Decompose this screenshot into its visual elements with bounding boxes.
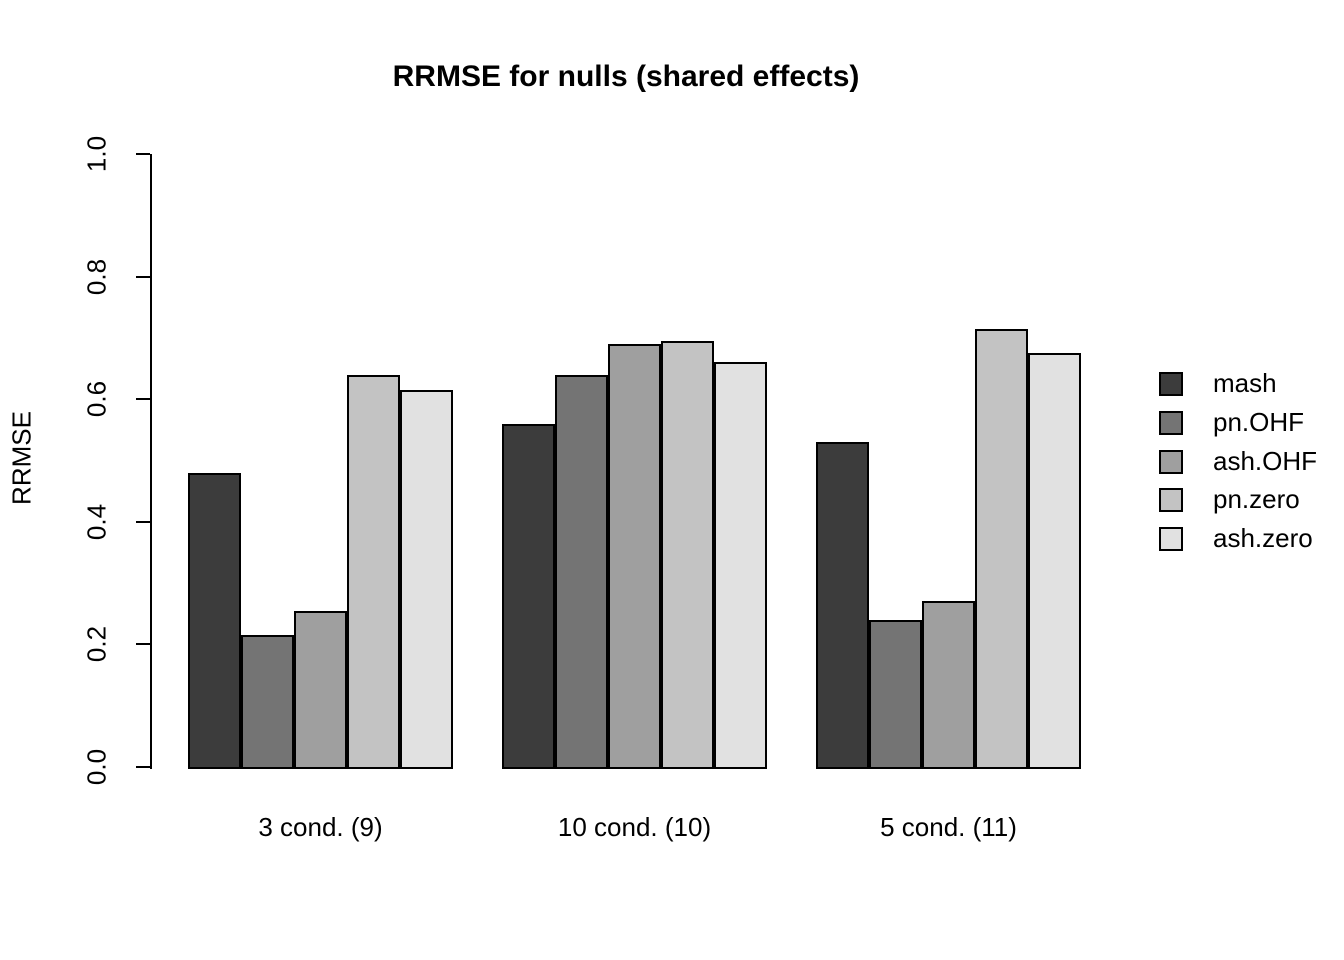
legend-swatch-mash: [1159, 372, 1183, 396]
bar-pn-zero-5-cond-11: [975, 328, 1028, 769]
legend-label-mash: mash: [1213, 368, 1277, 398]
y-axis-tick: [136, 766, 150, 768]
y-axis-tick: [136, 398, 150, 401]
x-category-label-3-cond-9: 3 cond. (9): [258, 812, 383, 842]
x-category-label-10-cond-10: 10 cond. (10): [557, 812, 712, 842]
bar-ash-ohf-3-cond-9: [294, 610, 347, 769]
y-axis-tick: [136, 153, 150, 155]
y-axis-tick: [136, 520, 150, 523]
y-axis-tick-label: 0.8: [81, 258, 112, 295]
legend-swatch-ash-ohf: [1159, 449, 1183, 474]
bar-pn-zero-10-cond-10: [661, 340, 714, 769]
bar-mash-10-cond-10: [502, 423, 555, 769]
x-category-label-5-cond-11: 5 cond. (11): [880, 812, 1017, 842]
legend-label-pn-ohf: pn.OHF: [1213, 406, 1305, 437]
bar-pn-ohf-3-cond-9: [241, 635, 294, 769]
y-axis-line: [150, 154, 152, 769]
bar-ash-zero-3-cond-9: [400, 390, 453, 769]
chart-title: RRMSE for nulls (shared effects): [392, 60, 860, 93]
bar-ash-ohf-10-cond-10: [608, 344, 661, 769]
legend-label-pn-zero: pn.zero: [1213, 484, 1300, 515]
legend-swatch-pn-zero: [1159, 488, 1183, 513]
y-axis-tick-label: 0.0: [81, 748, 112, 786]
bar-mash-3-cond-9: [188, 472, 241, 769]
legend-swatch-ash-zero: [1159, 527, 1183, 551]
y-axis-tick-label: 1.0: [81, 135, 112, 173]
y-axis-label: RRMSE: [6, 411, 37, 505]
bar-mash-5-cond-11: [816, 442, 869, 769]
bar-pn-zero-3-cond-9: [347, 374, 400, 769]
legend-label-ash-ohf: ash.OHF: [1213, 445, 1318, 476]
legend-label-ash-zero: ash.zero: [1213, 523, 1313, 553]
bar-ash-ohf-5-cond-11: [922, 601, 975, 769]
y-axis-tick-label: 0.6: [81, 381, 112, 418]
y-axis-tick: [136, 275, 150, 278]
bar-ash-zero-10-cond-10: [714, 362, 767, 769]
bar-ash-zero-5-cond-11: [1028, 353, 1081, 769]
y-axis-tick-label: 0.4: [81, 503, 112, 540]
bar-pn-ohf-10-cond-10: [555, 374, 608, 769]
y-axis-tick-label: 0.2: [81, 626, 112, 663]
legend-swatch-pn-ohf: [1159, 410, 1183, 435]
y-axis-tick: [136, 643, 150, 646]
bar-pn-ohf-5-cond-11: [869, 619, 922, 769]
